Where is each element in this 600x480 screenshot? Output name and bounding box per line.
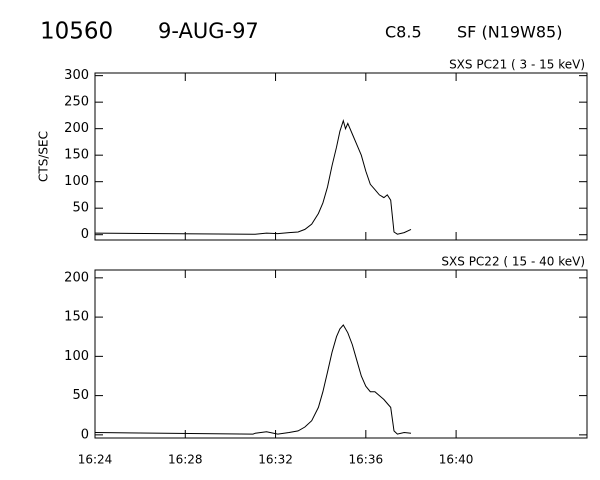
y-tick-label: 150 [64, 310, 89, 325]
y-axis-label: CTS/SEC [37, 131, 51, 182]
y-tick-label: 150 [64, 148, 89, 163]
event-id: 10560 [40, 19, 113, 45]
y-tick-label: 50 [72, 201, 89, 216]
y-tick-label: 200 [64, 270, 89, 285]
y-tick-label: 250 [64, 95, 89, 110]
y-tick-label: 0 [81, 427, 89, 442]
panel-subtitle: SXS PC21 ( 3 - 15 keV) [449, 58, 585, 72]
y-tick-label: 0 [81, 227, 89, 242]
y-tick-label: 300 [64, 68, 89, 83]
x-tick-label: 16:40 [439, 453, 474, 467]
y-tick-label: 100 [64, 349, 89, 364]
y-tick-label: 200 [64, 121, 89, 136]
panel-subtitle: SXS PC22 ( 15 - 40 keV) [441, 255, 585, 269]
x-tick-label: 16:36 [349, 453, 384, 467]
x-tick-label: 16:24 [78, 453, 113, 467]
plot-frame [94, 72, 588, 241]
data-line [94, 118, 412, 235]
flare-class: C8.5 [385, 23, 422, 42]
data-line [94, 324, 412, 435]
y-tick-label: 100 [64, 174, 89, 189]
event-date: 9-AUG-97 [158, 19, 259, 43]
y-tick-label: 50 [72, 388, 89, 403]
flare-location: SF (N19W85) [457, 23, 562, 42]
x-tick-label: 16:32 [258, 453, 293, 467]
x-tick-label: 16:28 [168, 453, 203, 467]
plot-frame [94, 269, 588, 439]
